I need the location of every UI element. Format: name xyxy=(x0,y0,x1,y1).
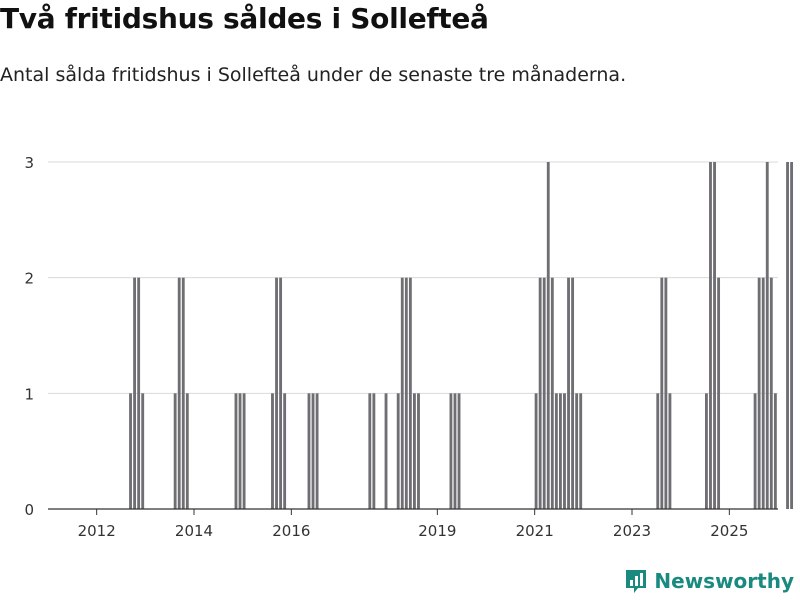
bar xyxy=(457,393,461,509)
bar xyxy=(709,162,712,509)
bar xyxy=(400,277,404,509)
bar xyxy=(761,277,765,509)
bar xyxy=(307,393,311,509)
y-tick-label: 0 xyxy=(24,501,34,519)
bar xyxy=(769,277,773,509)
bar xyxy=(283,393,287,509)
newsworthy-logo: Newsworthy xyxy=(624,568,794,594)
bar xyxy=(396,393,400,509)
bar xyxy=(550,277,554,509)
bar xyxy=(554,393,558,509)
bar xyxy=(765,162,769,509)
bar xyxy=(571,277,575,509)
bar xyxy=(384,393,388,509)
bar xyxy=(773,393,777,509)
y-tick-label: 1 xyxy=(24,385,34,403)
bar xyxy=(311,393,315,509)
bar xyxy=(137,277,141,509)
bar xyxy=(559,393,562,509)
bar xyxy=(579,393,583,509)
x-tick-label: 2016 xyxy=(272,522,310,540)
bar xyxy=(668,393,672,509)
y-tick-label: 3 xyxy=(24,154,34,172)
bar xyxy=(713,162,716,509)
bar xyxy=(133,277,137,509)
y-tick-label: 2 xyxy=(24,270,34,288)
bar xyxy=(790,162,794,509)
x-tick-label: 2012 xyxy=(78,522,116,540)
axes: 0 1 2 3 2012 2014 2016 2019 2021 2023 2025 xyxy=(24,154,778,540)
bar xyxy=(542,277,546,509)
newsworthy-bar-chart-icon xyxy=(626,570,647,593)
bar xyxy=(534,393,538,509)
bar xyxy=(717,277,721,509)
bar xyxy=(271,393,274,509)
bar xyxy=(453,393,457,509)
bar xyxy=(279,277,283,509)
bar xyxy=(413,393,416,509)
bar xyxy=(141,393,145,509)
bar xyxy=(368,393,372,509)
bar xyxy=(275,277,278,509)
bar xyxy=(757,277,761,509)
bar xyxy=(372,393,376,509)
x-tick-label: 2023 xyxy=(613,522,651,540)
bar xyxy=(705,393,708,509)
bar xyxy=(538,277,542,509)
x-tick-label: 2021 xyxy=(516,522,554,540)
bar xyxy=(404,277,408,509)
bar xyxy=(664,277,668,509)
bar xyxy=(234,393,238,509)
bar xyxy=(181,277,185,509)
bar xyxy=(786,162,789,509)
bar xyxy=(546,162,550,509)
bar xyxy=(417,393,420,509)
chart-title: Två fritidshus såldes i Sollefteå xyxy=(0,2,489,35)
x-tick-label: 2025 xyxy=(710,522,748,540)
bar xyxy=(753,393,757,509)
bar xyxy=(173,393,177,509)
x-tick-label: 2014 xyxy=(175,522,213,540)
bar xyxy=(177,277,181,509)
bar xyxy=(449,393,453,509)
bar-series xyxy=(129,162,794,509)
bar xyxy=(567,277,570,509)
x-tick-label: 2019 xyxy=(418,522,456,540)
bar xyxy=(242,393,246,509)
bar xyxy=(408,277,412,509)
bar xyxy=(660,277,664,509)
bar xyxy=(575,393,579,509)
brand-name: Newsworthy xyxy=(654,569,794,593)
bar xyxy=(315,393,319,509)
bar xyxy=(656,393,660,509)
bar xyxy=(185,393,189,509)
grid-lines xyxy=(48,161,778,394)
bar xyxy=(238,393,242,509)
bar xyxy=(563,393,566,509)
chart-subtitle: Antal sålda fritidshus i Sollefteå under… xyxy=(0,64,627,86)
bar xyxy=(129,393,132,509)
